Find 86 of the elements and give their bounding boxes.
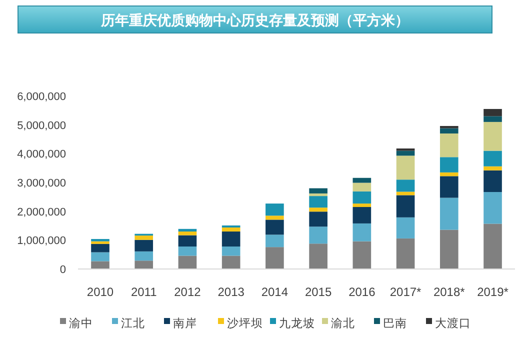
legend-label: 江北	[121, 317, 145, 330]
bar	[352, 241, 372, 269]
y-tick-label: 1,000,000	[17, 235, 66, 248]
bar	[91, 244, 110, 252]
bar	[484, 166, 502, 170]
bar	[134, 236, 154, 240]
bar	[396, 217, 415, 238]
legend-label: 南岸	[173, 317, 197, 330]
x-tick-label: 2013	[218, 285, 245, 299]
bar	[440, 157, 458, 172]
bar	[352, 223, 372, 242]
bar	[484, 108, 502, 116]
x-tick-label: 2018*	[433, 285, 466, 299]
legend-label: 大渡口	[435, 316, 471, 330]
bar	[309, 244, 328, 269]
y-tick-label: 3,000,000	[17, 178, 66, 190]
bar	[440, 176, 458, 198]
x-tick-label: 2016	[348, 285, 376, 299]
x-tick-label: 2012	[174, 285, 202, 299]
bar	[134, 240, 154, 252]
bar	[352, 182, 372, 192]
bar	[134, 251, 154, 261]
bar	[484, 150, 502, 166]
bar	[440, 133, 458, 158]
bar	[396, 156, 415, 180]
bar	[134, 260, 154, 269]
bar	[91, 252, 110, 262]
bar	[396, 150, 415, 156]
bar	[91, 241, 110, 244]
y-tick-label: 6,000,000	[17, 91, 66, 103]
bar	[222, 232, 240, 247]
y-tick-label: 2,000,000	[17, 206, 66, 218]
bar	[484, 116, 502, 122]
bar	[352, 204, 372, 208]
bar	[484, 224, 502, 269]
x-tick-label: 2017*	[390, 285, 422, 299]
bar	[266, 234, 284, 248]
bar	[440, 128, 458, 134]
legend-label: 九龙坡	[279, 317, 315, 330]
bar	[178, 228, 197, 232]
chart-title: 历年重庆优质购物中心历史存量及预测（平方米）	[100, 12, 409, 28]
bar	[222, 227, 240, 232]
bar	[484, 170, 502, 192]
bar	[178, 256, 197, 269]
bar	[178, 232, 197, 236]
bar	[309, 193, 328, 196]
bar	[440, 172, 458, 176]
bar	[266, 220, 284, 235]
bar	[309, 212, 328, 227]
bar	[352, 191, 372, 204]
bar	[440, 198, 458, 230]
bar	[440, 230, 458, 269]
bar	[309, 208, 328, 212]
bar	[440, 126, 458, 128]
y-tick-label: 0	[60, 264, 66, 276]
bar	[266, 216, 284, 220]
bar	[222, 256, 240, 269]
bar	[309, 226, 328, 244]
bar	[266, 204, 284, 216]
bar	[91, 261, 110, 269]
bar	[396, 148, 415, 151]
bar	[352, 178, 372, 183]
bar	[396, 238, 415, 269]
bar	[309, 196, 328, 208]
bar	[178, 235, 197, 247]
bar	[309, 188, 328, 194]
bar	[222, 246, 240, 256]
bar	[178, 246, 197, 256]
x-tick-label: 2010	[86, 285, 114, 299]
bar	[352, 207, 372, 224]
x-tick-label: 2014	[261, 285, 288, 299]
x-tick-label: 2011	[130, 285, 158, 299]
bar	[396, 180, 415, 192]
bar	[484, 122, 502, 151]
x-tick-label: 2015	[304, 285, 332, 299]
bar	[484, 192, 502, 224]
y-tick-label: 5,000,000	[17, 120, 66, 132]
bar	[396, 195, 415, 218]
bar	[396, 192, 415, 196]
legend-label: 渝北	[331, 317, 355, 330]
legend-label: 巴南	[383, 317, 407, 330]
y-tick-label: 4,000,000	[17, 148, 66, 161]
bar	[266, 247, 284, 269]
legend-label: 渝中	[69, 317, 93, 330]
legend-label: 沙坪坝	[227, 317, 263, 330]
x-tick-label: 2019*	[477, 285, 509, 299]
